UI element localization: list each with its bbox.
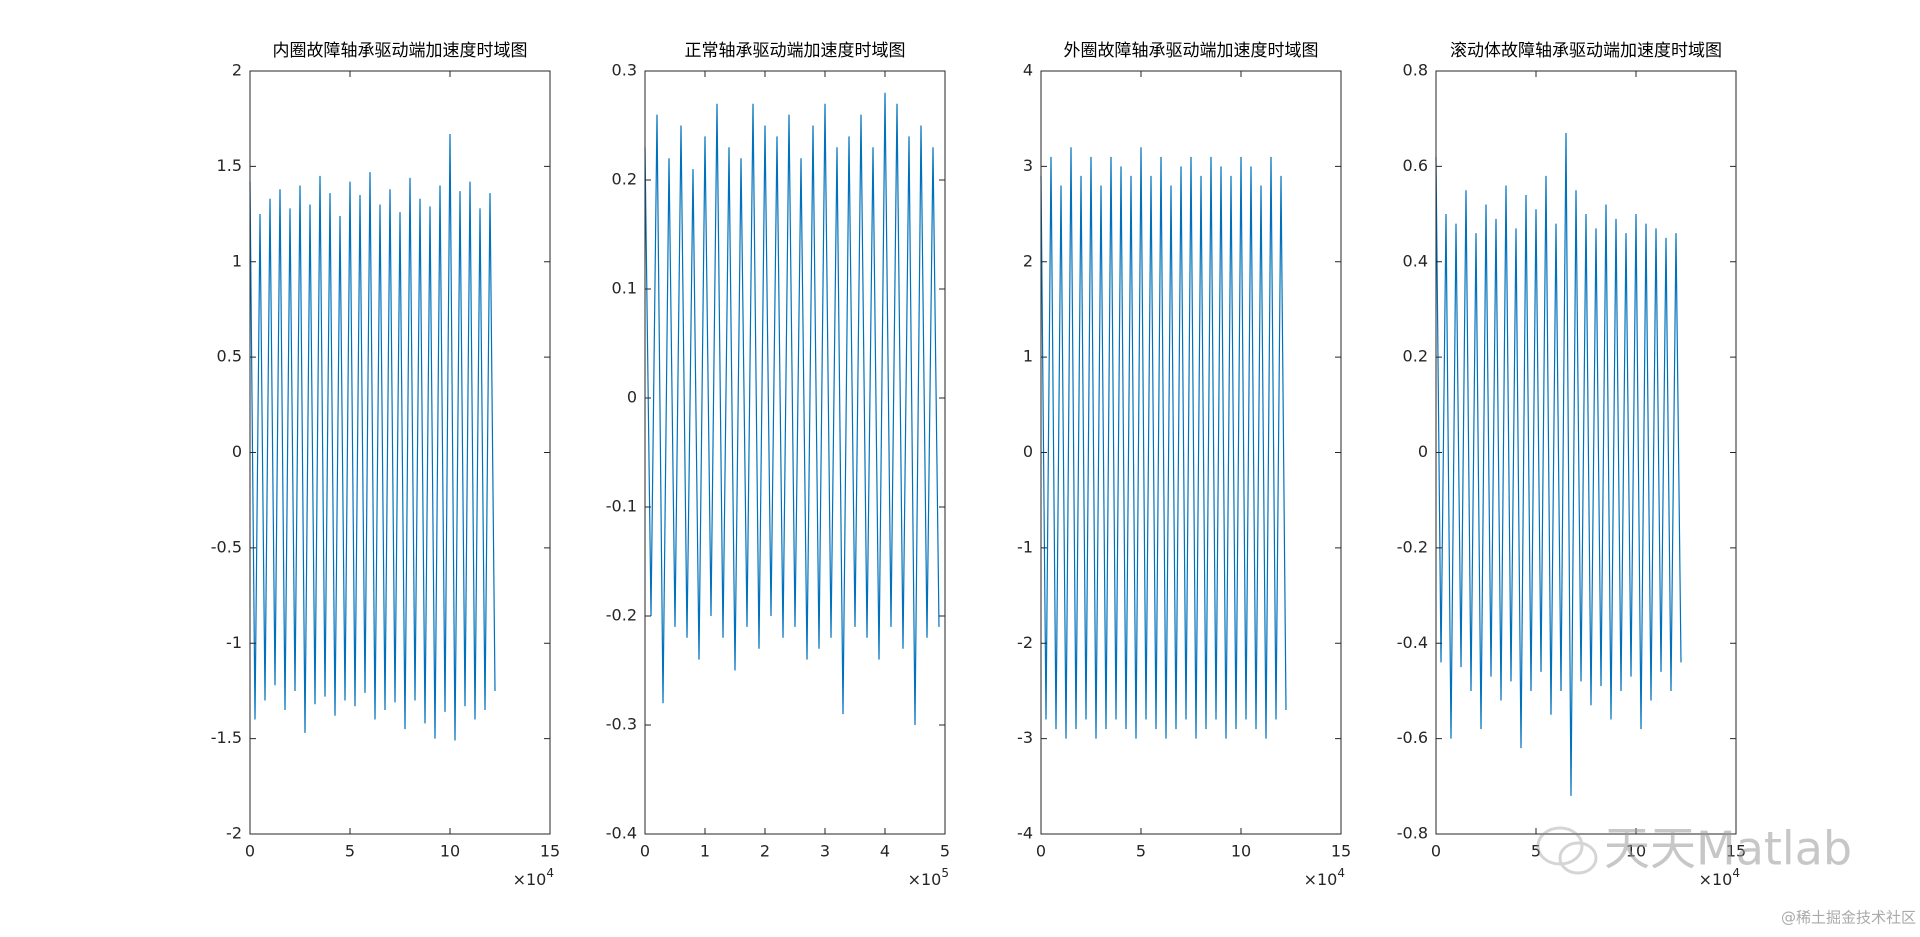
x-multiplier-exponent: 5: [941, 866, 949, 880]
y-tick-label: 1: [1023, 347, 1033, 366]
logo-bubble: [1558, 841, 1598, 875]
x-tick-label: 3: [820, 842, 830, 861]
axes-box: [644, 70, 946, 835]
signal-line: [249, 133, 496, 741]
x-multiplier-exponent: 4: [1337, 866, 1345, 880]
x-tick-label: 15: [1331, 842, 1351, 861]
y-tick-label: 0.1: [612, 279, 637, 298]
y-tick-label: 0.5: [217, 347, 242, 366]
x-tick-label: 5: [940, 842, 950, 861]
y-tick-label: 0.2: [612, 170, 637, 189]
y-tick-label: -0.1: [606, 497, 637, 516]
watermark-text: 天天Matlab: [1604, 822, 1852, 876]
x-tick-label: 10: [1231, 842, 1251, 861]
signal-line: [1435, 132, 1682, 796]
signal-line: [644, 92, 940, 726]
y-tick-label: -0.6: [1397, 728, 1428, 747]
chart-title: 外圈故障轴承驱动端加速度时域图: [1064, 41, 1319, 60]
x-multiplier-base: ×10: [1304, 870, 1338, 889]
x-multiplier-exponent: 4: [546, 866, 554, 880]
x-tick-label: 5: [1531, 842, 1541, 861]
x-multiplier-exponent: 4: [1732, 866, 1740, 880]
y-tick-label: -1: [1017, 537, 1033, 556]
chart-title: 滚动体故障轴承驱动端加速度时域图: [1450, 41, 1722, 60]
y-tick-label: 3: [1023, 156, 1033, 175]
y-tick-label: -4: [1017, 824, 1033, 843]
x-tick-label: 4: [880, 842, 890, 861]
watermark-logo: [1536, 826, 1598, 875]
y-tick-label: -1.5: [211, 728, 242, 747]
plot-area: [645, 71, 945, 834]
y-tick-label: 0: [627, 388, 637, 407]
y-tick-label: -0.2: [1397, 537, 1428, 556]
y-tick-label: 2: [1023, 251, 1033, 270]
y-tick-label: 1.5: [217, 156, 242, 175]
x-tick-label: 5: [1136, 842, 1146, 861]
plot-area: [1436, 71, 1736, 834]
x-multiplier: ×104: [1304, 866, 1345, 889]
x-multiplier: ×104: [513, 866, 554, 889]
y-tick-label: -0.2: [606, 606, 637, 625]
y-tick-label: -0.3: [606, 715, 637, 734]
x-tick-label: 1: [700, 842, 710, 861]
x-tick-label: 0: [245, 842, 255, 861]
x-tick-label: 15: [1726, 842, 1746, 861]
x-multiplier-base: ×10: [513, 870, 547, 889]
subplot: -0.8 -0.6 -0.4 -0.2 0 0.2 0.4 0.6 0.8 0 5 10 15 ×104 滚…: [1397, 41, 1746, 889]
logo-bubble: [1536, 826, 1584, 866]
y-tick-label: -3: [1017, 728, 1033, 747]
y-tick-label: 1: [232, 251, 242, 270]
x-multiplier-base: ×10: [908, 870, 942, 889]
watermark-site: @稀土掘金技术社区: [1781, 909, 1916, 927]
y-tick-label: -0.4: [606, 824, 637, 843]
y-tick-label: -0.8: [1397, 824, 1428, 843]
x-multiplier-base: ×10: [1699, 870, 1733, 889]
y-tick-label: -1: [226, 633, 242, 652]
chart-title: 内圈故障轴承驱动端加速度时域图: [273, 41, 528, 60]
y-tick-label: 0.3: [612, 61, 637, 80]
x-tick-label: 0: [640, 842, 650, 861]
y-tick-label: -0.4: [1397, 633, 1428, 652]
y-tick-label: -0.5: [211, 537, 242, 556]
y-tick-label: 0: [1023, 442, 1033, 461]
y-tick-label: 0: [232, 442, 242, 461]
y-tick-label: -2: [226, 824, 242, 843]
x-multiplier: ×104: [1699, 866, 1740, 889]
y-tick-label: -2: [1017, 633, 1033, 652]
y-tick-label: 0.6: [1403, 156, 1428, 175]
x-tick-label: 15: [540, 842, 560, 861]
signal-line: [1040, 147, 1287, 739]
x-tick-label: 10: [1626, 842, 1646, 861]
subplot: -2 -1.5 -1 -0.5 0 0.5 1 1.5 2 0 5 10 15 ×104 内圈故障轴承驱动端…: [211, 41, 560, 889]
y-tick-label: 0.2: [1403, 347, 1428, 366]
x-multiplier: ×105: [908, 866, 949, 889]
y-tick-label: 0.4: [1403, 251, 1428, 270]
x-tick-label: 0: [1431, 842, 1441, 861]
plot-area: [250, 71, 550, 834]
chart-title: 正常轴承驱动端加速度时域图: [685, 41, 906, 60]
y-tick-label: 0.8: [1403, 61, 1428, 80]
x-tick-label: 2: [760, 842, 770, 861]
y-tick-label: 2: [232, 61, 242, 80]
x-tick-label: 5: [345, 842, 355, 861]
y-tick-label: 4: [1023, 61, 1033, 80]
x-tick-label: 0: [1036, 842, 1046, 861]
y-tick-label: 0: [1418, 442, 1428, 461]
x-tick-label: 10: [440, 842, 460, 861]
subplot: -0.4-0.3-0.2-0.100.10.20.30 1 2 3 4 5×105正常轴承…: [606, 41, 950, 889]
